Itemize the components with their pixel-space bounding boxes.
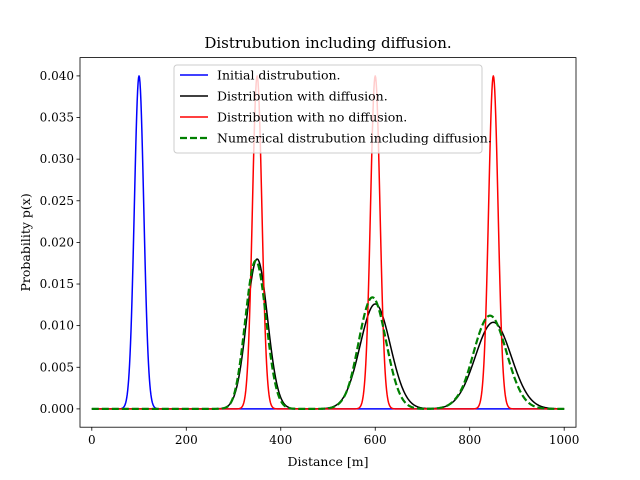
plot-lines bbox=[91, 75, 565, 410]
legend-label: Distribution with no diffusion. bbox=[217, 110, 407, 125]
legend: Initial distrubution. Distribution with d… bbox=[173, 64, 492, 154]
series-line-3 bbox=[91, 75, 565, 410]
legend-label: Numerical distrubution including diffusi… bbox=[217, 131, 492, 146]
y-tick-label: 0.020 bbox=[40, 235, 74, 249]
x-axis-label: Distance [m] bbox=[288, 454, 369, 469]
y-tick-label: 0.000 bbox=[40, 402, 74, 416]
y-axis-label: Probability p(x) bbox=[18, 193, 33, 291]
x-tick-label: 400 bbox=[269, 433, 292, 447]
y-tick-label: 0.015 bbox=[40, 277, 74, 291]
y-tick-label: 0.025 bbox=[40, 194, 74, 208]
x-tick-label: 0 bbox=[88, 433, 96, 447]
y-tick-label: 0.005 bbox=[40, 360, 74, 374]
legend-label: Distribution with diffusion. bbox=[217, 89, 388, 104]
x-tick-label: 200 bbox=[175, 433, 198, 447]
x-axis-ticks: 0 200 400 600 800 1000 bbox=[88, 427, 579, 447]
chart-title: Distrubution including diffusion. bbox=[204, 34, 451, 52]
y-tick-label: 0.030 bbox=[40, 152, 74, 166]
y-tick-label: 0.010 bbox=[40, 319, 74, 333]
legend-label: Initial distrubution. bbox=[217, 68, 341, 83]
x-tick-label: 600 bbox=[364, 433, 387, 447]
x-tick-label: 800 bbox=[458, 433, 481, 447]
legend-box bbox=[173, 64, 483, 154]
y-axis-ticks: 0.000 0.005 0.010 0.015 0.020 0.025 0.030 0.035… bbox=[40, 69, 80, 416]
x-tick-label: 1000 bbox=[549, 433, 580, 447]
y-tick-label: 0.040 bbox=[40, 69, 74, 83]
y-tick-label: 0.035 bbox=[40, 111, 74, 125]
